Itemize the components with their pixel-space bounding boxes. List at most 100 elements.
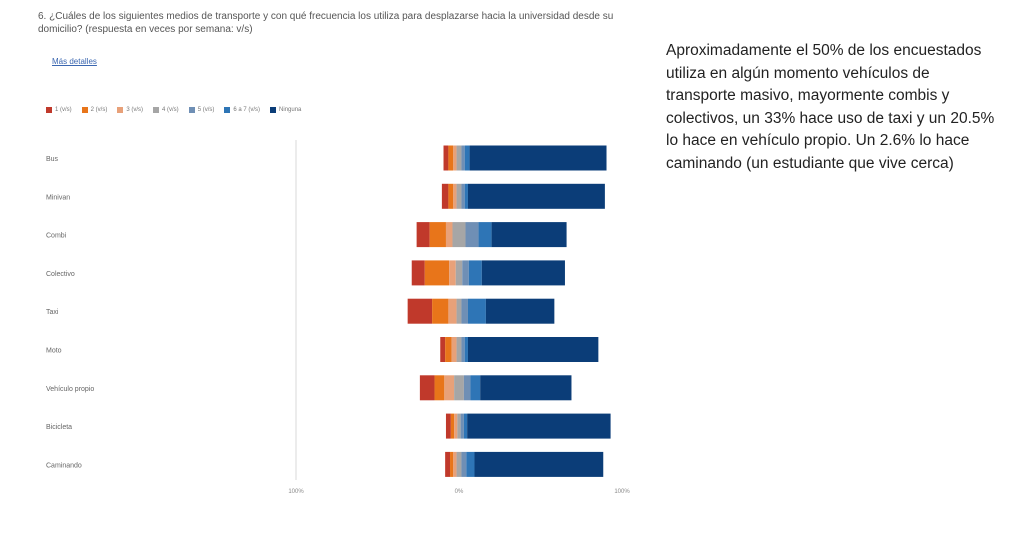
bar-segment — [485, 298, 555, 324]
bar-segment — [462, 260, 469, 286]
bar-segment — [467, 183, 605, 209]
bar-segment — [450, 451, 454, 477]
bar-segment — [465, 222, 479, 248]
bar-segment — [491, 222, 567, 248]
bar-segment — [464, 337, 468, 362]
bar-segment — [468, 260, 482, 286]
bar-segment — [464, 145, 470, 171]
survey-question: 6. ¿Cuáles de los siguientes medios de t… — [38, 11, 614, 35]
bar-segment — [441, 183, 449, 209]
bar-segment — [448, 145, 454, 171]
bar-segment — [461, 337, 465, 362]
category-label: Caminando — [46, 462, 82, 469]
bar-segment — [463, 413, 468, 439]
legend-label: 5 (v/s) — [197, 107, 215, 113]
bar-segment — [445, 451, 451, 477]
legend-item: Ninguna — [270, 107, 301, 113]
x-tick-label: 100% — [614, 489, 630, 495]
legend-item: 6 a 7 (v/s) — [224, 107, 260, 113]
category-label: Combi — [46, 233, 67, 240]
bar-segment — [454, 375, 464, 401]
legend-item: 2 (v/s) — [81, 107, 108, 113]
legend-label: 6 a 7 (v/s) — [233, 107, 261, 113]
bar-segment — [456, 145, 462, 171]
legend-swatch — [270, 107, 277, 113]
bar-segment — [480, 375, 572, 401]
legend-swatch — [81, 107, 88, 113]
bar-segment — [467, 413, 611, 439]
legend-item: 4 (v/s) — [153, 107, 179, 113]
x-tick-label: 0% — [455, 489, 464, 495]
legend-label: 2 (v/s) — [90, 107, 108, 113]
category-label: Vehículo propio — [46, 386, 94, 393]
bar-segment — [416, 222, 430, 248]
bar-segment — [456, 298, 462, 324]
legend-label: 4 (v/s) — [162, 107, 179, 113]
bar-segment — [463, 375, 471, 401]
bar-segment — [448, 183, 454, 209]
x-tick-label: 100% — [288, 489, 304, 495]
bar-segment — [407, 298, 433, 324]
bar-segment — [457, 413, 461, 439]
legend-label: 1 (v/s) — [55, 107, 72, 113]
bar-segment — [444, 375, 455, 401]
bar-segment — [481, 260, 565, 286]
more-details-link[interactable]: Más detalles — [52, 57, 97, 66]
bar-segment — [452, 222, 466, 248]
bar-segment — [448, 298, 457, 324]
bar-segment — [445, 222, 453, 248]
bar-segment — [470, 375, 481, 401]
bar-segment — [474, 451, 604, 477]
bar-segment — [424, 260, 450, 286]
bar-segment — [461, 183, 465, 209]
category-label: Bus — [46, 156, 59, 163]
legend-swatch — [153, 107, 160, 113]
bar-segment — [449, 260, 456, 286]
bar-segment — [443, 145, 449, 171]
bar-segment — [461, 451, 467, 477]
legend-swatch — [188, 107, 195, 113]
bar-segment — [455, 260, 463, 286]
bar-segment — [451, 337, 457, 362]
bar-segment — [469, 145, 607, 171]
legend-label: 3 (v/s) — [126, 107, 144, 113]
bar-segment — [429, 222, 446, 248]
legend-swatch — [46, 107, 52, 113]
bar-segment — [461, 145, 465, 171]
bar-segment — [419, 375, 435, 401]
bar-segment — [466, 451, 475, 477]
legend-item: 5 (v/s) — [188, 107, 215, 113]
diverging-bar-chart: Bus Minivan Combi Colectivo Taxi Moto Vehículo… — [46, 140, 630, 495]
bar-segment — [445, 337, 452, 362]
category-label: Moto — [46, 348, 62, 355]
bar-segment — [445, 413, 451, 439]
legend-swatch — [224, 107, 231, 113]
legend-swatch — [117, 107, 124, 113]
category-label: Taxi — [46, 309, 59, 316]
bar-segment — [432, 298, 449, 324]
bar-segment — [453, 145, 457, 171]
bar-segment — [456, 337, 462, 362]
bar-segment — [453, 183, 457, 209]
category-label: Colectivo — [46, 271, 75, 278]
bar-segment — [434, 375, 445, 401]
summary-text: Aproximadamente el 50% de los encuestado… — [666, 42, 995, 172]
bar-segment — [478, 222, 492, 248]
legend-item: 3 (v/s) — [117, 107, 143, 113]
bar-segment — [454, 413, 458, 439]
bar-segment — [411, 260, 425, 286]
bar-segment — [450, 413, 455, 439]
legend-item: 1 (v/s) — [46, 107, 72, 113]
chart-legend: 1 (v/s) 2 (v/s) 3 (v/s) 4 (v/s) 5 (v/s) 6 a 7… — [46, 104, 311, 116]
category-label: Bicicleta — [46, 424, 72, 431]
bar-segment — [467, 298, 486, 324]
bar-segment — [461, 298, 468, 324]
legend-label: Ninguna — [279, 107, 302, 113]
bar-segment — [460, 413, 464, 439]
bar-segment — [453, 451, 457, 477]
bar-segment — [464, 183, 468, 209]
category-label: Minivan — [46, 194, 70, 201]
bar-segment — [456, 451, 462, 477]
bar-segment — [456, 183, 462, 209]
bar-segment — [467, 337, 599, 362]
